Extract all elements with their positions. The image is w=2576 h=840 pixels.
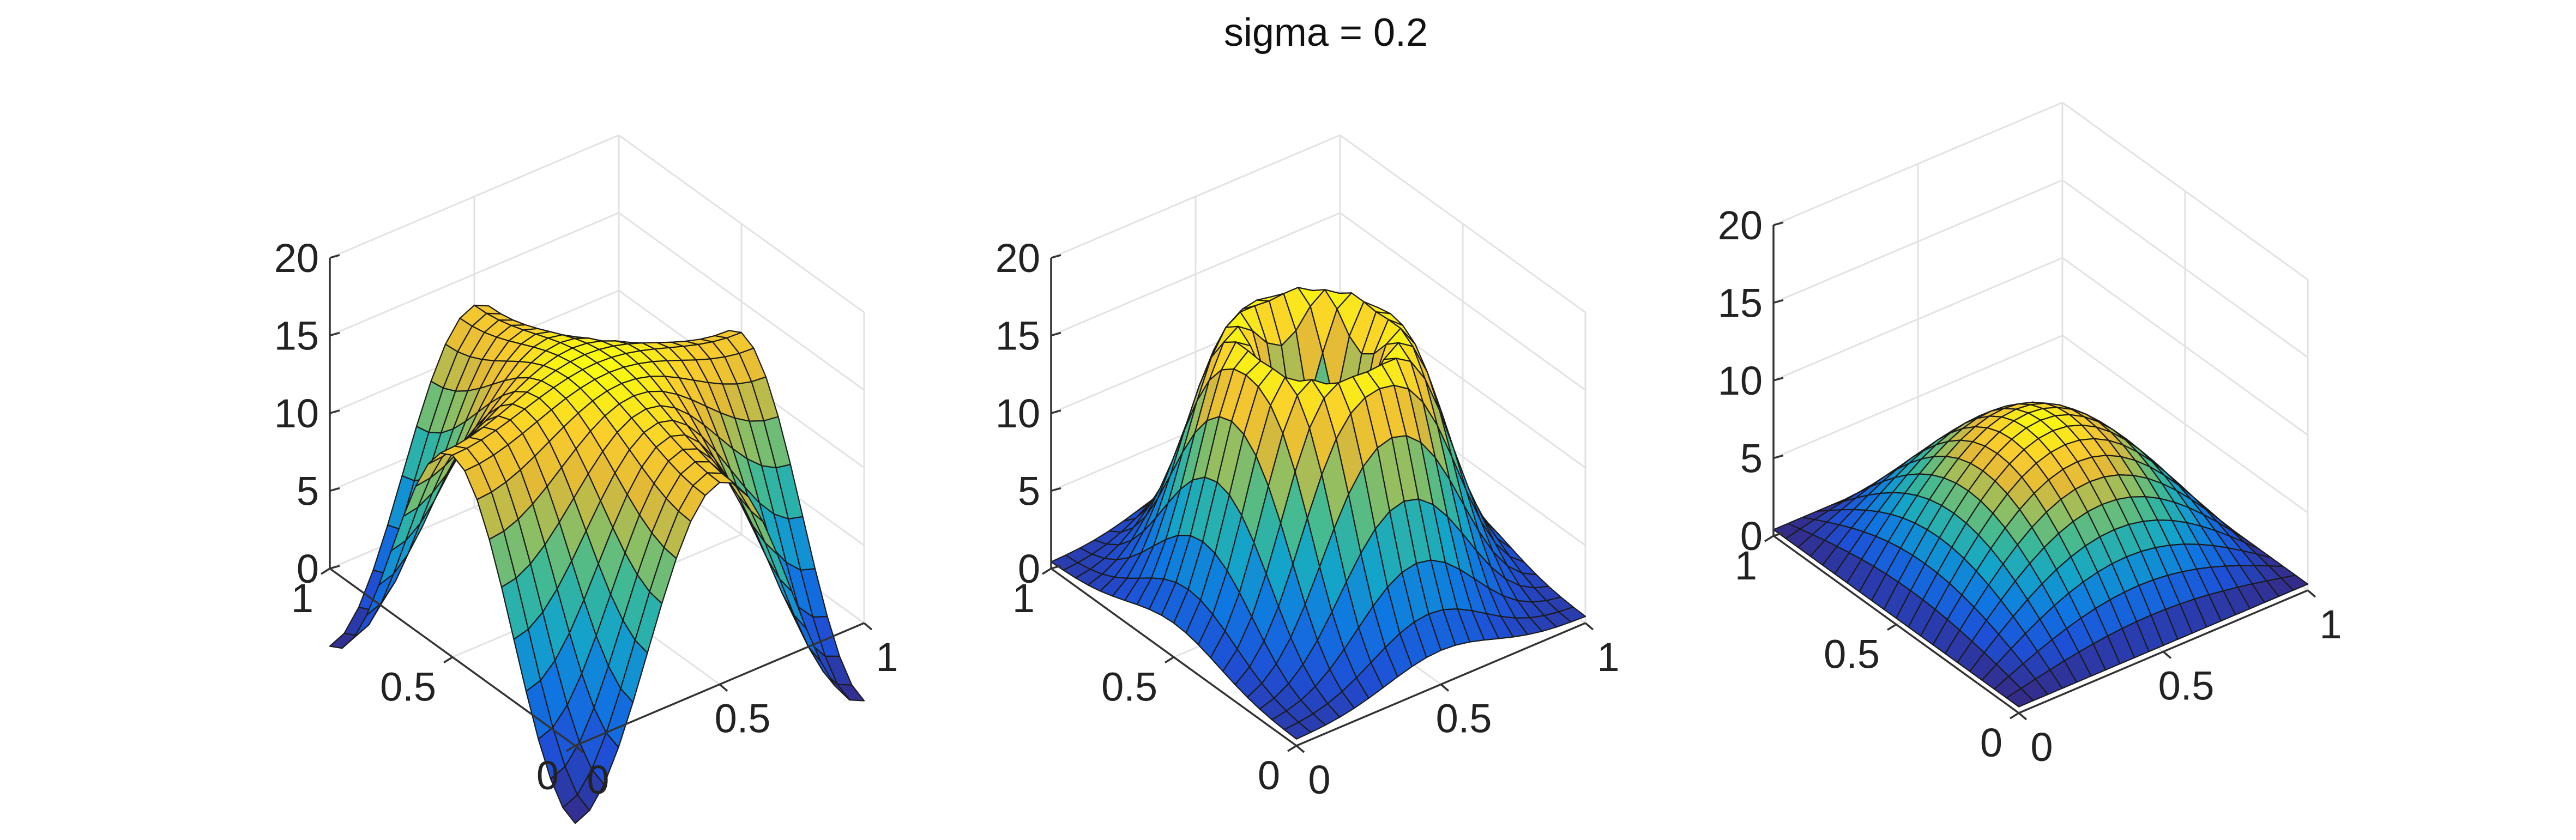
x-tick-mark [2307,589,2316,598]
x-tick-label: 0 [587,757,609,802]
y-tick-label: 0 [536,753,559,798]
z-tick-mark [329,254,340,259]
surface [1772,401,2309,708]
x-tick-mark [1295,745,1305,753]
y-tick-mark [566,745,576,752]
z-tick-mark [1051,487,1061,492]
z-tick-mark [1773,377,1784,382]
y-tick-mark [1042,567,1052,575]
x-tick-mark [2162,651,2172,659]
x-tick-label: 1 [2319,602,2342,647]
figure-title: sigma = 0.2 [1224,11,1428,55]
z-tick-mark [1051,254,1061,259]
z-tick-mark [329,409,340,414]
x-tick-label: 1 [876,634,898,680]
z-tick-label: 10 [1718,358,1763,403]
x-tick-mark [1440,684,1450,692]
surface [1050,287,1586,740]
x-tick-mark [2018,712,2028,721]
y-tick-label: 1 [1012,576,1035,621]
z-tick-label: 10 [274,391,319,436]
surface-patch [1283,721,1312,740]
x-tick-mark [574,745,584,753]
z-tick-mark [1051,409,1061,414]
surface [329,304,865,824]
z-tick-mark [1051,331,1061,337]
y-tick-label: 0.5 [1824,632,1880,677]
z-tick-label: 0 [1018,546,1040,591]
z-tick-mark [1773,454,1784,460]
z-tick-label: 20 [274,235,319,281]
z-tick-mark [329,565,340,570]
surface-patch [2006,687,2034,708]
x-tick-label: 1 [1597,634,1619,680]
z-tick-mark [1051,565,1061,570]
y-tick-label: 0 [1980,720,2002,765]
y-tick-label: 0.5 [380,664,436,710]
z-tick-label: 5 [1740,436,1763,481]
z-tick-mark [1773,299,1784,304]
z-tick-label: 20 [996,235,1040,281]
z-tick-label: 15 [274,313,319,359]
z-tick-mark [1773,221,1784,226]
z-tick-label: 20 [1718,203,1763,248]
z-tick-label: 5 [297,469,319,514]
x-tick-label: 0.5 [715,696,771,741]
x-tick-label: 0.5 [2158,663,2215,709]
x-tick-mark [719,684,728,692]
axes-grid [1772,101,2309,714]
z-tick-mark [329,331,340,337]
z-tick-label: 15 [1718,281,1763,326]
z-tick-label: 15 [996,313,1040,359]
y-tick-label: 0.5 [1101,664,1157,710]
surface-patch [562,794,590,824]
x-tick-label: 0.5 [1436,696,1492,741]
z-tick-label: 0 [297,546,319,591]
z-tick-mark [1773,532,1784,537]
y-tick-label: 1 [1735,543,1757,588]
z-tick-label: 5 [1018,469,1040,514]
y-tick-mark [1887,624,1897,631]
y-tick-mark [1287,745,1297,752]
y-tick-mark [321,567,330,575]
y-tick-mark [1165,656,1174,663]
x-tick-mark [863,622,873,631]
z-tick-mark [329,487,340,492]
z-tick-label: 0 [1740,513,1763,559]
x-tick-label: 0 [1308,757,1330,802]
y-tick-mark [1764,535,1774,542]
z-tick-label: 10 [996,391,1040,436]
x-tick-label: 0 [2030,724,2053,770]
y-tick-label: 0 [1258,753,1280,798]
y-tick-mark [2010,712,2019,720]
x-tick-mark [1584,622,1594,631]
y-tick-label: 1 [291,576,313,621]
y-tick-mark [443,656,453,663]
